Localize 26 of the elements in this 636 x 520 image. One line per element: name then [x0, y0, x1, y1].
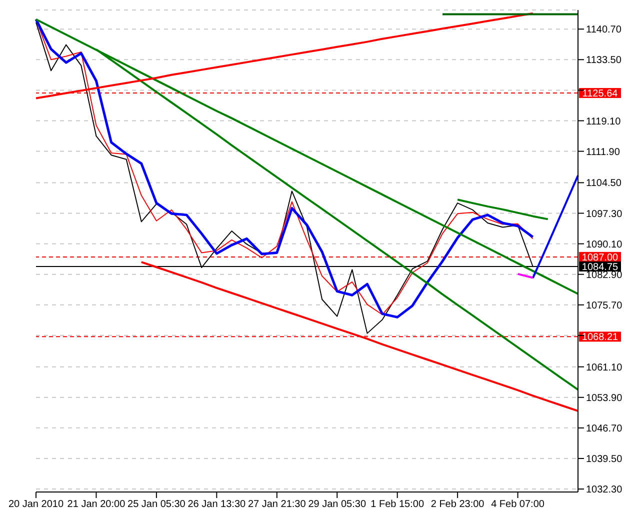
- y-tick-label: 1039.50: [586, 454, 623, 466]
- y-tick-label: 1097.30: [586, 208, 623, 220]
- x-tick-label: 25 Jan 05:30: [128, 499, 186, 510]
- x-tick-label: 27 Jan 21:30: [248, 499, 306, 510]
- x-tick-label: 2 Feb 23:00: [430, 499, 485, 510]
- y-tick-label: 1111.90: [586, 146, 620, 158]
- ref-line-label: 1068.21: [582, 332, 619, 344]
- ref-line-label: 1125.64: [582, 88, 618, 100]
- y-tick-label: 1053.90: [586, 392, 623, 404]
- y-tick-label: 1061.10: [586, 362, 623, 374]
- y-tick-label: 1046.70: [586, 423, 623, 434]
- y-tick-label: 1075.70: [586, 300, 623, 312]
- y-tick-label: 1090.10: [586, 239, 623, 250]
- x-tick-label: 1 Feb 15:00: [370, 499, 424, 510]
- y-tick-label: 1140.70: [586, 24, 622, 36]
- y-tick-label: 1032.30: [586, 484, 623, 496]
- x-tick-label: 26 Jan 13:30: [188, 499, 246, 510]
- x-tick-label: 4 Feb 07:00: [491, 499, 545, 510]
- x-tick-label: 21 Jan 20:00: [67, 499, 126, 510]
- ref-line-label: 1084.75: [582, 262, 619, 273]
- ref-line-label: 1087.00: [582, 252, 619, 264]
- y-tick-label: 1104.50: [586, 178, 622, 190]
- x-tick-label: 29 Jan 05:30: [308, 499, 366, 510]
- x-tick-label: 20 Jan 2010: [8, 499, 64, 510]
- y-tick-label: 1133.50: [586, 55, 622, 66]
- y-tick-label: 1119.10: [586, 116, 622, 128]
